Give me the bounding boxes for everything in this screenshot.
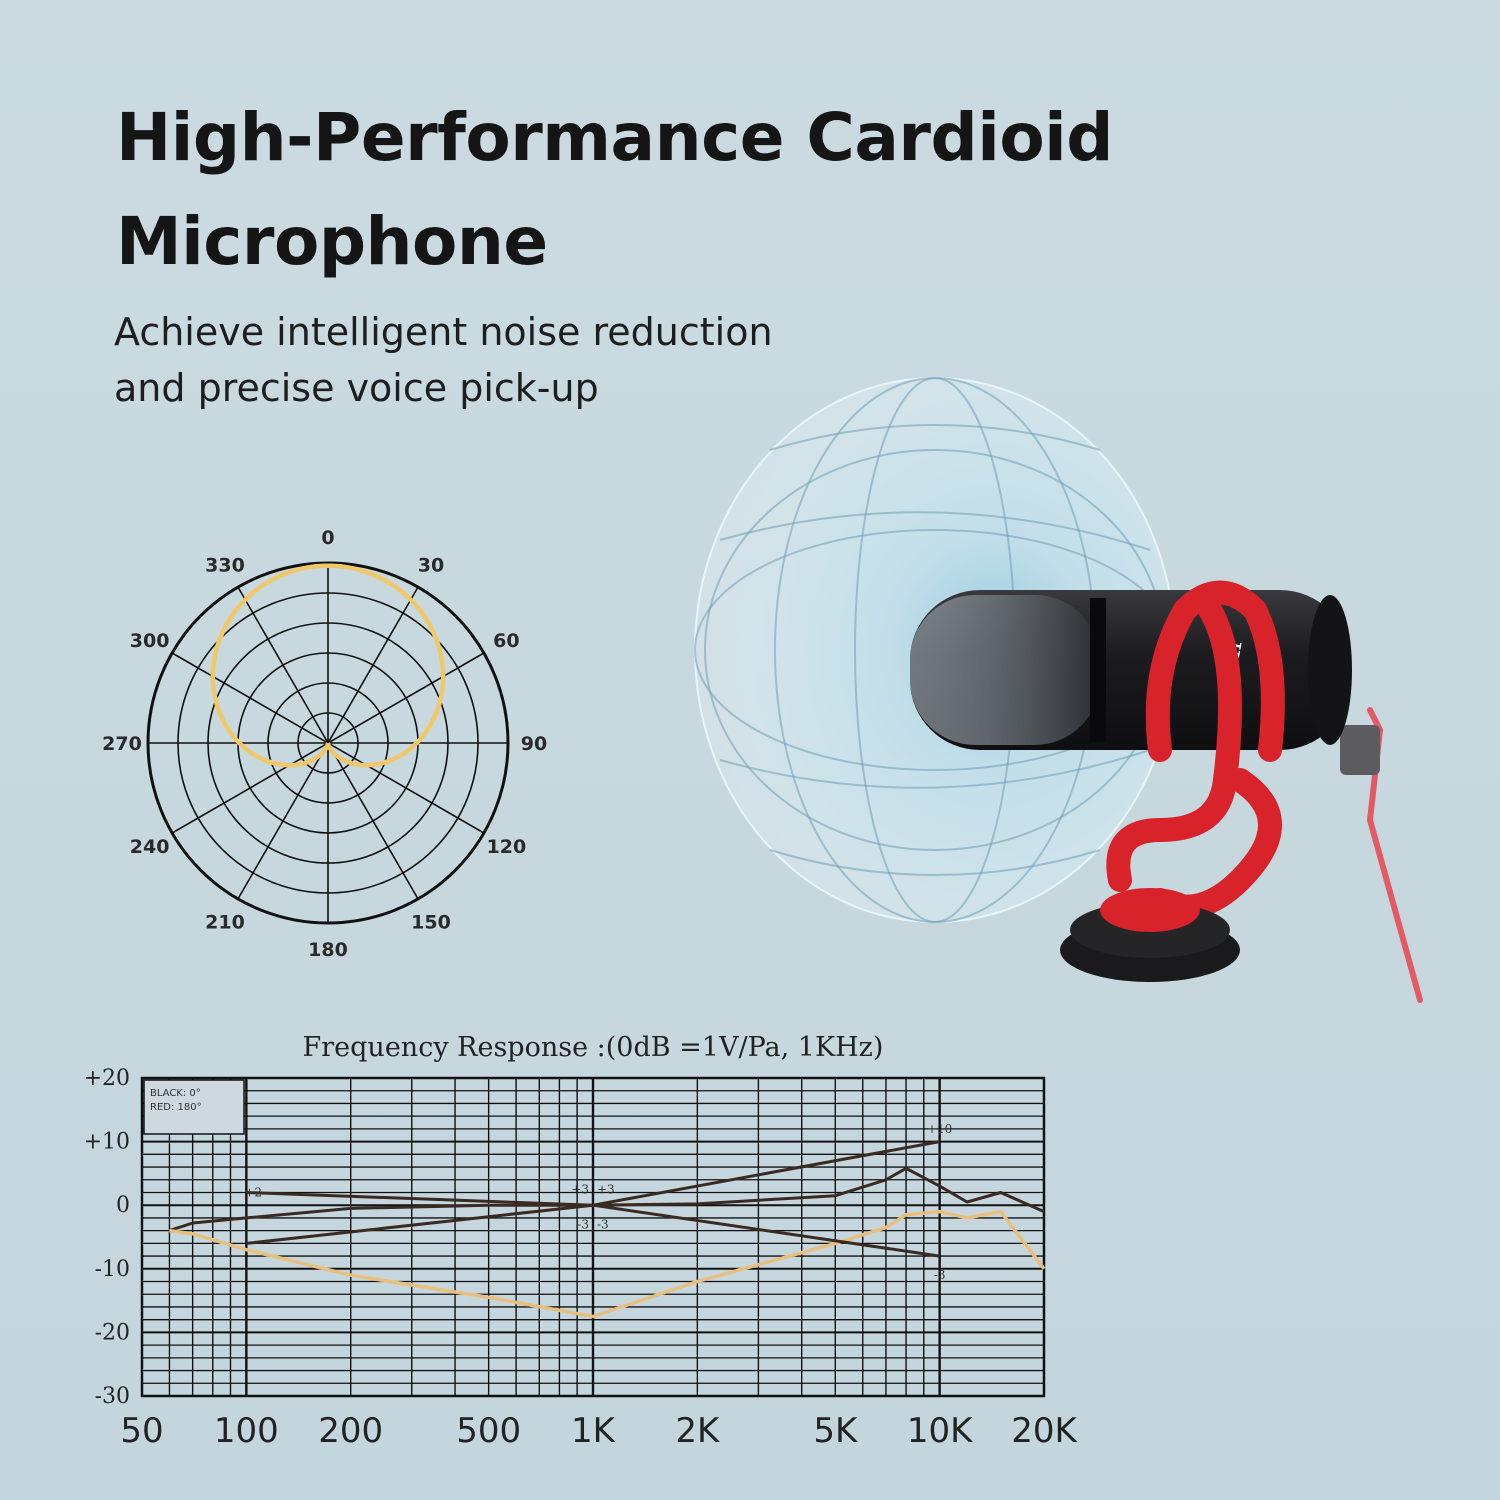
frequency-series-line	[246, 1203, 940, 1258]
tolerance-annotation: +2	[244, 1185, 262, 1199]
legend-entry-black: BLACK: 0°	[150, 1088, 201, 1099]
polar-angle-label: 30	[418, 555, 444, 577]
x-tick-label: 200	[318, 1411, 383, 1451]
polar-angle-label: 120	[487, 836, 527, 858]
polar-angle-label: 0	[321, 527, 334, 549]
page-subtitle-line-2: and precise voice pick-up	[114, 366, 599, 410]
polar-angle-label: 150	[411, 911, 451, 933]
x-tick-label: 10K	[907, 1411, 974, 1451]
tolerance-annotation: +10	[927, 1122, 952, 1136]
tolerance-annotation: +3	[571, 1182, 589, 1196]
frequency-series-line	[169, 1209, 1046, 1319]
tolerance-annotation: -3	[577, 1217, 589, 1231]
y-tick-label: -20	[95, 1320, 130, 1345]
microphone: sm	[910, 580, 1423, 1003]
page-title: High-Performance Cardioid Microphone	[116, 86, 1116, 294]
page-title-line-2: Microphone	[116, 203, 548, 280]
polar-angle-label: 90	[521, 733, 547, 755]
page-subtitle: Achieve intelligent noise reduction and …	[114, 304, 874, 416]
y-tick-label: +10	[84, 1130, 130, 1155]
frequency-response-chart: Frequency Response :(0dB =1V/Pa, 1KHz) BL…	[84, 1032, 1079, 1451]
x-tick-label: 500	[456, 1411, 521, 1451]
frequency-chart-title: Frequency Response :(0dB =1V/Pa, 1KHz)	[303, 1032, 884, 1063]
x-tick-label: 5K	[813, 1411, 859, 1451]
y-tick-label: +20	[84, 1066, 130, 1091]
tolerance-annotation: -3	[597, 1217, 609, 1231]
x-tick-label: 20K	[1011, 1411, 1078, 1451]
frequency-series-line	[168, 1166, 1045, 1233]
polar-angle-label: 240	[130, 836, 170, 858]
x-tick-label: 100	[214, 1411, 279, 1451]
polar-angle-label: 330	[205, 555, 245, 577]
page-title-line-1: High-Performance Cardioid	[116, 99, 1114, 176]
y-tick-label: -10	[95, 1257, 130, 1282]
polar-angle-label: 270	[102, 733, 142, 755]
legend-box	[143, 1079, 245, 1135]
legend-entry-red: RED: 180°	[150, 1102, 202, 1113]
x-tick-label: 2K	[675, 1411, 721, 1451]
tolerance-annotation: +3	[597, 1182, 615, 1196]
polar-pattern-chart: 0 30 60 90 120 150 180 210 240 270 300 330	[102, 527, 547, 961]
polar-cardioid-series	[210, 563, 446, 768]
polar-angle-label: 210	[205, 911, 245, 933]
y-tick-label: -30	[95, 1384, 130, 1409]
page-subtitle-line-1: Achieve intelligent noise reduction	[114, 310, 773, 354]
y-tick-label: 0	[116, 1193, 130, 1218]
polar-angle-label: 300	[130, 630, 170, 652]
polar-angle-label: 180	[308, 939, 348, 961]
polar-angle-label: 60	[493, 630, 519, 652]
x-tick-label: 1K	[571, 1411, 617, 1451]
tolerance-annotation: -3	[934, 1268, 946, 1282]
x-tick-label: 50	[120, 1411, 163, 1451]
microphone-illustration: sm	[694, 377, 1423, 1003]
